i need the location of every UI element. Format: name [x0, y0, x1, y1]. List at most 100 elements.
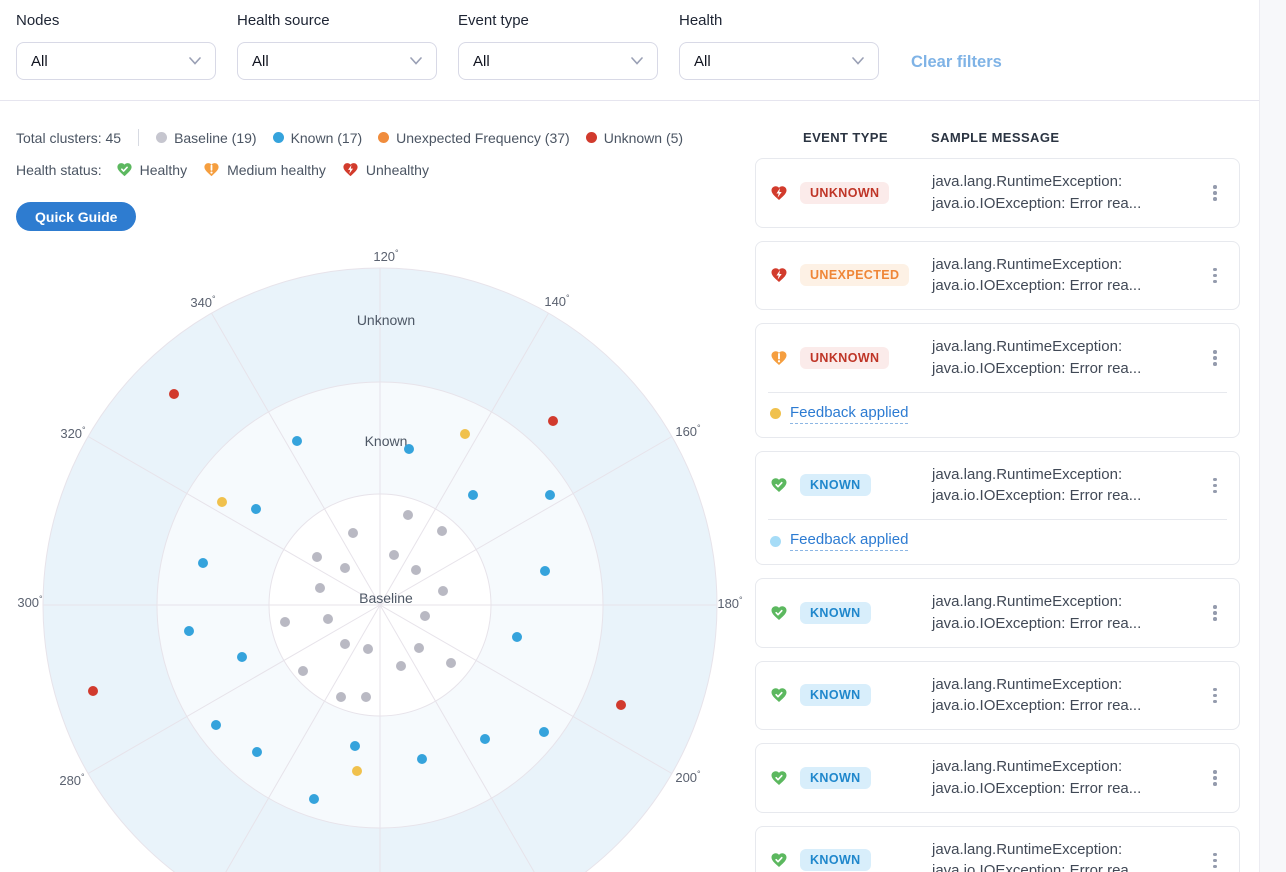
nodes-select[interactable]: All	[16, 42, 216, 80]
cluster-point-baseline[interactable]	[438, 586, 448, 596]
quick-guide-button[interactable]: Quick Guide	[16, 202, 137, 231]
cluster-point-baseline[interactable]	[336, 692, 346, 702]
selected-value: All	[694, 52, 711, 70]
table-row[interactable]: KNOWN java.lang.RuntimeException: java.i…	[755, 743, 1240, 813]
filter-group-nodes: Nodes All	[16, 12, 216, 80]
cluster-point-known[interactable]	[540, 566, 550, 576]
cluster-point-baseline[interactable]	[389, 550, 399, 560]
kebab-menu-icon[interactable]	[1205, 847, 1225, 872]
table-row[interactable]: UNKNOWN java.lang.RuntimeException: java…	[755, 158, 1240, 228]
table-row-main: KNOWN java.lang.RuntimeException: java.i…	[756, 744, 1239, 812]
cluster-point-baseline[interactable]	[323, 614, 333, 624]
known-dot-icon	[272, 132, 284, 143]
cluster-point-baseline[interactable]	[361, 692, 371, 702]
sample-message-cell: java.lang.RuntimeException: java.io.IOEx…	[932, 591, 1197, 635]
table-row[interactable]: UNEXPECTED java.lang.RuntimeException: j…	[755, 240, 1240, 310]
kebab-menu-icon[interactable]	[1205, 765, 1225, 791]
cluster-point-known[interactable]	[252, 747, 262, 757]
polar-spoke	[225, 604, 381, 872]
kebab-menu-icon[interactable]	[1205, 600, 1225, 626]
cluster-point-known[interactable]	[404, 444, 414, 454]
cluster-point-baseline[interactable]	[340, 563, 350, 573]
event-type-select[interactable]: All	[458, 42, 658, 80]
chevron-down-icon	[410, 57, 422, 65]
feedback-applied-link[interactable]: Feedback applied	[790, 531, 909, 551]
cluster-point-baseline[interactable]	[396, 661, 406, 671]
cluster-point-known[interactable]	[184, 626, 194, 636]
table-row[interactable]: KNOWN java.lang.RuntimeException: java.i…	[755, 660, 1240, 730]
cluster-point-known[interactable]	[350, 741, 360, 751]
cluster-point-baseline[interactable]	[298, 666, 308, 676]
table-row[interactable]: UNKNOWN java.lang.RuntimeException: java…	[755, 323, 1240, 438]
filter-label: Health source	[237, 12, 330, 29]
event-type-badge: KNOWN	[800, 684, 871, 707]
ring-label: Known	[365, 433, 408, 449]
cluster-point-baseline[interactable]	[312, 552, 322, 562]
cluster-point-known[interactable]	[198, 558, 208, 568]
table-row[interactable]: KNOWN java.lang.RuntimeException: java.i…	[755, 578, 1240, 648]
cluster-point-known[interactable]	[545, 490, 555, 500]
cluster-point-baseline[interactable]	[420, 611, 430, 621]
cluster-point-baseline[interactable]	[340, 639, 350, 649]
table-row[interactable]: KNOWN java.lang.RuntimeException: java.i…	[755, 825, 1240, 872]
polar-scatter-chart-svg[interactable]: 120° 140° 160° 180° 200° 280° 300° 320° 340° Base…	[17, 245, 745, 872]
cluster-point-baseline[interactable]	[414, 643, 424, 653]
clear-filters-link[interactable]: Clear filters	[911, 53, 1002, 71]
kebab-menu-icon[interactable]	[1205, 682, 1225, 708]
cluster-point-known[interactable]	[309, 794, 319, 804]
cluster-point-feedback-applied[interactable]	[352, 766, 362, 776]
legend-item-unknown: Unknown (5)	[585, 130, 683, 146]
cluster-point-baseline[interactable]	[348, 528, 358, 538]
healthy-heart-icon	[771, 478, 787, 493]
legend-item-medium-healthy: Medium healthy	[203, 161, 326, 178]
health-source-select[interactable]: All	[237, 42, 437, 80]
cluster-point-feedback-applied[interactable]	[460, 429, 470, 439]
feedback-dot-icon	[770, 408, 781, 419]
feedback-applied-row: Feedback applied	[768, 519, 1227, 564]
message-line-1: java.lang.RuntimeException:	[932, 675, 1123, 693]
kebab-menu-icon[interactable]	[1205, 180, 1225, 206]
unhealthy-heart-icon	[771, 268, 787, 283]
event-type-cell: KNOWN	[770, 684, 932, 707]
cluster-point-baseline[interactable]	[411, 565, 421, 575]
cluster-point-known[interactable]	[237, 652, 247, 662]
angle-axis-label: 200°	[675, 769, 701, 785]
kebab-menu-icon[interactable]	[1205, 262, 1225, 288]
legend-item-label: Baseline (19)	[174, 129, 257, 146]
sample-message-cell: java.lang.RuntimeException: java.io.IOEx…	[932, 756, 1197, 800]
legend-item-label: Medium healthy	[227, 161, 326, 178]
kebab-menu-icon[interactable]	[1205, 472, 1225, 498]
cluster-point-known[interactable]	[211, 720, 221, 730]
table-row-main: KNOWN java.lang.RuntimeException: java.i…	[756, 662, 1239, 730]
cluster-point-feedback-applied[interactable]	[217, 497, 227, 507]
feedback-applied-link[interactable]: Feedback applied	[790, 404, 909, 424]
cluster-point-known[interactable]	[539, 727, 549, 737]
cluster-point-unknown[interactable]	[548, 416, 558, 426]
cluster-point-known[interactable]	[512, 632, 522, 642]
cluster-point-baseline[interactable]	[280, 617, 290, 627]
cluster-polar-chart[interactable]: 120° 140° 160° 180° 200° 280° 300° 320° 340° Base…	[17, 245, 745, 872]
cluster-point-unknown[interactable]	[616, 700, 626, 710]
healthy-heart-icon	[117, 163, 132, 177]
cluster-point-baseline[interactable]	[446, 658, 456, 668]
column-header-sample-message: SAMPLE MESSAGE	[931, 130, 1060, 145]
cluster-point-known[interactable]	[292, 436, 302, 446]
cluster-point-baseline[interactable]	[315, 583, 325, 593]
cluster-point-baseline[interactable]	[363, 644, 373, 654]
medium-healthy-heart-icon	[204, 163, 219, 177]
cluster-point-known[interactable]	[251, 504, 261, 514]
cluster-point-baseline[interactable]	[403, 510, 413, 520]
angle-axis-label: 280°	[59, 772, 85, 788]
health-select[interactable]: All	[679, 42, 879, 80]
kebab-menu-icon[interactable]	[1205, 345, 1225, 371]
filter-label: Event type	[458, 12, 529, 29]
cluster-point-known[interactable]	[480, 734, 490, 744]
table-row[interactable]: KNOWN java.lang.RuntimeException: java.i…	[755, 450, 1240, 565]
cluster-point-baseline[interactable]	[437, 526, 447, 536]
cluster-point-unknown[interactable]	[169, 389, 179, 399]
cluster-point-known[interactable]	[417, 754, 427, 764]
cluster-point-known[interactable]	[468, 490, 478, 500]
cluster-point-unknown[interactable]	[88, 686, 98, 696]
scrollbar-track[interactable]	[1259, 0, 1286, 872]
angle-axis-label: 340°	[190, 294, 216, 310]
